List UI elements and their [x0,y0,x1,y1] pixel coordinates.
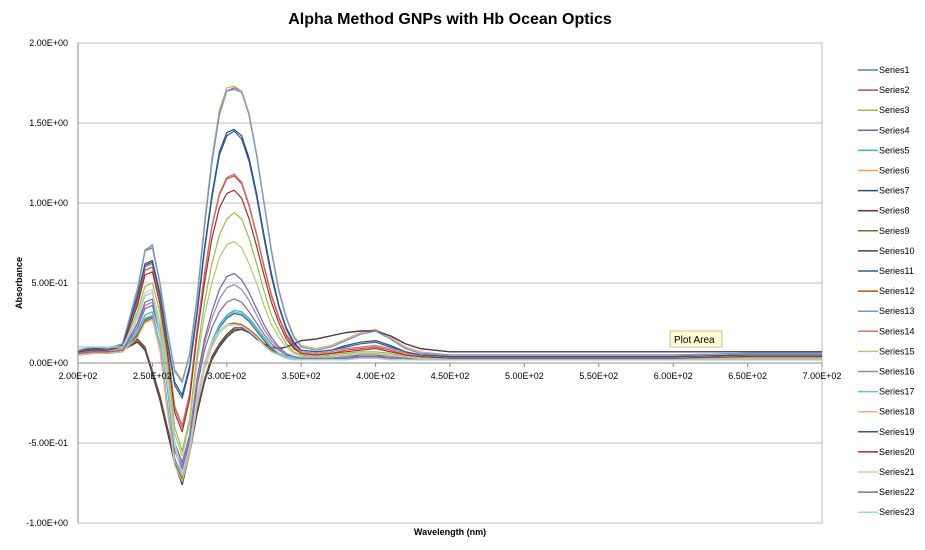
legend-label: Series17 [879,387,915,397]
legend-label: Series7 [879,186,910,196]
x-tick-label: 5.50E+02 [579,371,618,381]
series-line-series10 [77,328,822,486]
series-line-series13 [77,88,822,383]
legend-label: Series13 [879,306,915,316]
x-tick-labels: 2.00E+02 2.50E+02 3.00E+02 3.50E+02 4.00E+02… [59,371,842,381]
y-tick-label: -1.00E+00 [26,518,68,528]
legend-label: Series16 [879,367,915,377]
legend-label: Series3 [879,105,910,115]
legend-label: Series23 [879,507,915,517]
legend-label: Series6 [879,166,910,176]
y-tick-label: 2.00E+00 [29,38,68,48]
legend-label: Series12 [879,286,915,296]
y-tick-label: 5.00E-01 [31,278,68,288]
grid-lines [78,42,822,444]
legend-label: Series21 [879,467,915,477]
series-line-series15 [77,240,822,457]
x-tick-label: 2.50E+02 [133,371,172,381]
legend-label: Series20 [879,447,915,457]
y-tick-label: 1.50E+00 [29,118,68,128]
y-axis-title: Absorbance [14,257,24,309]
legend-label: Series19 [879,427,915,437]
x-tick-label: 7.00E+02 [803,371,842,381]
legend-label: Series15 [879,346,915,356]
axes [77,43,823,523]
x-tick-label: 4.00E+02 [356,371,395,381]
legend-label: Series22 [879,487,915,497]
x-tick-label: 2.00E+02 [59,371,98,381]
legend-label: Series18 [879,407,915,417]
y-tick-label: 0.00E+00 [29,358,68,368]
x-axis-title: Wavelength (nm) [414,527,486,537]
legend-label: Series2 [879,85,910,95]
y-tick-labels: -1.00E+00 -5.00E-01 0.00E+00 5.00E-01 1.00E+… [26,38,68,528]
legend-label: Series11 [879,266,914,276]
legend-label: Series8 [879,206,910,216]
tooltip-box [669,330,723,348]
chart-title: Alpha Method GNPs with Hb Ocean Optics [288,11,612,28]
y-tick-label: 1.00E+00 [29,198,68,208]
legend-label: Series1 [879,65,910,75]
plot-area[interactable] [77,42,823,524]
x-tick-label: 3.50E+02 [282,371,321,381]
x-tick-label: 6.50E+02 [728,371,767,381]
legend-label: Series14 [879,326,915,336]
series-line-series14 [77,173,822,426]
series-line-series19 [77,130,822,399]
y-tick-label: -5.00E-01 [28,438,68,448]
series-line-series22 [77,298,822,470]
series-line-series23 [78,292,822,476]
legend-label: Series4 [879,125,910,135]
legend-label: Series10 [879,246,915,256]
series-lines [77,85,822,486]
legend-label: Series9 [879,226,910,236]
series-line-series20 [77,189,822,433]
x-tick-label: 5.00E+02 [505,371,544,381]
tooltip-label: Plot Area [674,335,715,346]
x-tick-label: 6.00E+02 [654,371,693,381]
x-tick-label: 3.00E+02 [207,371,246,381]
legend: Series1 Series2 Series3 Series4 Series5 Serie… [858,65,915,517]
x-tick-label: 4.50E+02 [431,371,470,381]
plot-area-tooltip: Plot Area [669,330,723,348]
legend-label: Series5 [879,145,910,155]
